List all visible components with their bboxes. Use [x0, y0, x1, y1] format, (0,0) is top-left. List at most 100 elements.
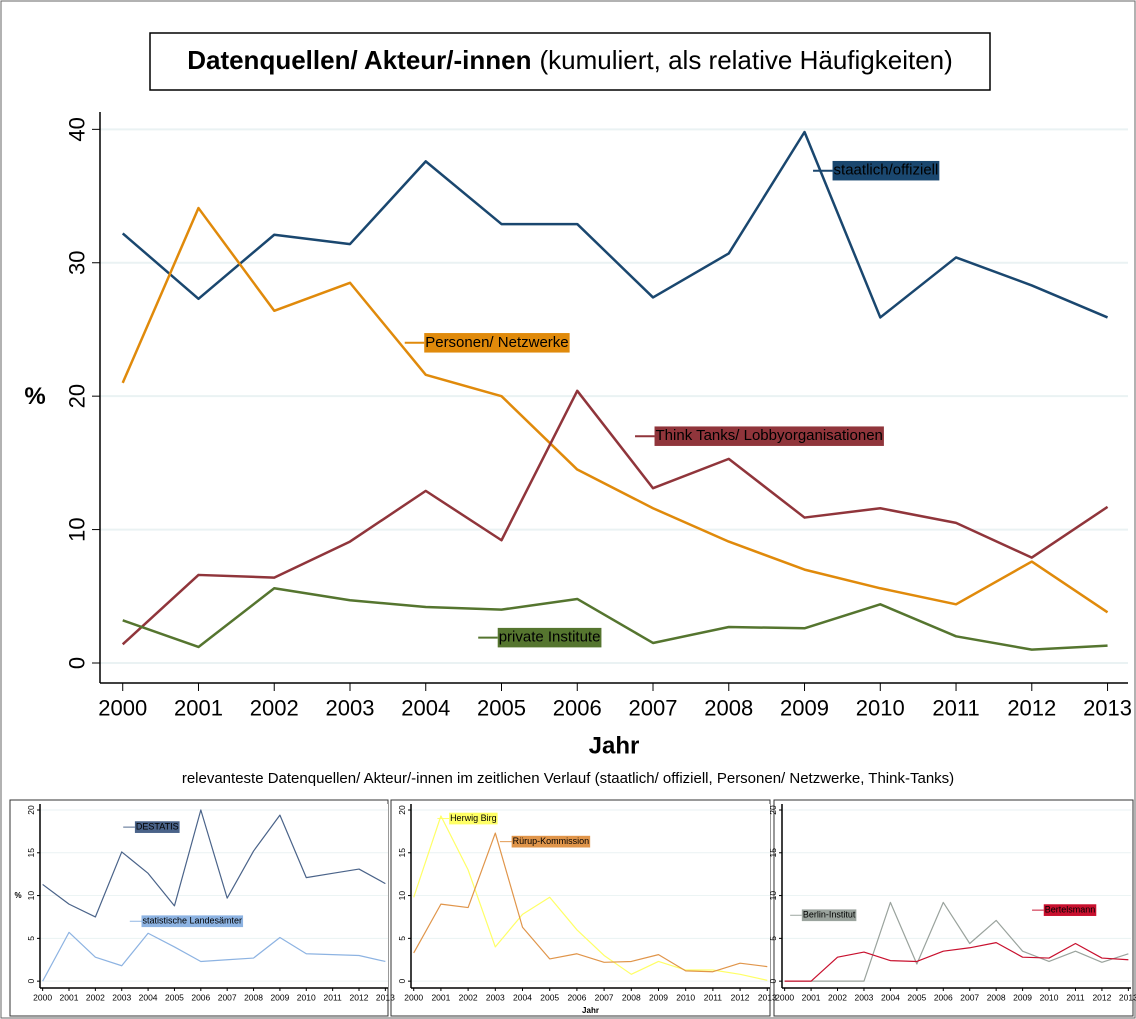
label-box [654, 426, 884, 446]
x-tick-label: 2011 [932, 696, 979, 721]
x-tick-label: 2005 [165, 992, 184, 1002]
series-label: Berlin-Institut [803, 910, 856, 920]
y-tick-label: 10 [65, 517, 90, 541]
series-line [121, 206, 1109, 614]
x-tick-label: 2004 [513, 992, 532, 1002]
label-box [1043, 904, 1097, 916]
label-box [424, 333, 570, 353]
x-tick-label: 2012 [350, 992, 369, 1002]
x-tick-label: 2012 [1092, 992, 1111, 1002]
title-sub: (kumuliert, als relative Häufigkeiten) [540, 45, 953, 75]
x-tick-label: 2009 [270, 992, 289, 1002]
x-tick-label: 2011 [323, 992, 342, 1002]
chart-title: Datenquellen/ Akteur/-innen (kumuliert, a… [187, 45, 953, 75]
x-tick-label: 2009 [780, 696, 829, 721]
x-tick-label: 2010 [856, 696, 905, 721]
title-box [149, 32, 991, 91]
y-tick-label: 30 [65, 251, 90, 275]
y-tick-label: 15 [397, 848, 407, 858]
y-tick-label: 5 [768, 936, 778, 941]
series-label: Rürup-Kommission [513, 836, 590, 846]
x-tick-label: 2000 [33, 992, 52, 1002]
series-line [121, 130, 1109, 319]
series-line [413, 815, 768, 981]
x-tick-label: 2001 [431, 992, 450, 1002]
series-line [784, 942, 1129, 982]
series-label: Bertelsmann [1045, 904, 1096, 914]
x-axis-label: Jahr [589, 732, 640, 759]
x-tick-label: 2004 [401, 696, 450, 721]
label-box [801, 909, 857, 922]
x-tick-label: 2006 [191, 992, 210, 1002]
y-tick-label: 20 [768, 805, 778, 815]
plot-area [100, 112, 1128, 683]
series-label: private Institute [499, 629, 601, 646]
x-tick-label: 2008 [987, 992, 1006, 1002]
x-tick-label: 2006 [553, 696, 602, 721]
y-tick-label: 0 [397, 979, 407, 984]
x-tick-label: 2007 [629, 696, 678, 721]
x-tick-label: 2006 [567, 992, 586, 1002]
y-tick-label: 20 [397, 805, 407, 815]
x-tick-label: 2009 [649, 992, 668, 1002]
series-label: Think Tanks/ Lobbyorganisationen [656, 427, 883, 444]
x-tick-label: 2012 [731, 992, 750, 1002]
x-tick-label: 2005 [540, 992, 559, 1002]
y-tick-label: 0 [768, 979, 778, 984]
y-tick-label: 5 [26, 936, 36, 941]
series-label: statistische Landesämter [143, 916, 243, 926]
series-line [784, 901, 1129, 982]
x-tick-label: 2007 [595, 992, 614, 1002]
series-line [121, 389, 1109, 646]
x-tick-label: 2013 [758, 992, 777, 1002]
label-box [449, 812, 498, 825]
x-tick-label: 2003 [855, 992, 874, 1002]
y-tick-label: 10 [397, 891, 407, 901]
x-tick-label: 2004 [881, 992, 900, 1002]
x-tick-label: 2007 [960, 992, 979, 1002]
x-tick-label: 2013 [1083, 696, 1132, 721]
x-tick-label: 2005 [477, 696, 526, 721]
x-tick-label: 2000 [98, 696, 147, 721]
x-tick-label: 2003 [326, 696, 375, 721]
series-line [42, 931, 386, 982]
x-tick-label: 2004 [139, 992, 158, 1002]
series-label: Personen/ Netzwerke [425, 334, 568, 351]
y-tick-label: 20 [65, 384, 90, 408]
x-tick-label: 2011 [1066, 992, 1085, 1002]
x-tick-label: 2010 [1040, 992, 1059, 1002]
caption: relevanteste Datenquellen/ Akteur/-innen… [182, 770, 954, 787]
x-tick-label: 2010 [297, 992, 316, 1002]
x-tick-label: 2010 [676, 992, 695, 1002]
x-tick-label: 2000 [404, 992, 423, 1002]
x-tick-label: 2003 [112, 992, 131, 1002]
label-box [832, 160, 940, 181]
x-tick-label: 2001 [802, 992, 821, 1002]
x-tick-label: 2002 [828, 992, 847, 1002]
y-tick-label: 10 [26, 891, 36, 901]
y-tick-label: 10 [768, 891, 778, 901]
x-tick-label: 2006 [934, 992, 953, 1002]
y-tick-label: 15 [26, 848, 36, 858]
y-axis-label: % [24, 383, 45, 410]
y-tick-label: 20 [26, 805, 36, 815]
series-label: Herwig Birg [450, 813, 497, 823]
label-box [134, 821, 180, 833]
panel-frame [773, 799, 1134, 1017]
y-tick-label: 0 [65, 657, 90, 669]
label-box [141, 915, 244, 928]
x-tick-label: 2011 [704, 992, 723, 1002]
y-axis-label: % [14, 891, 21, 900]
title-main: Datenquellen/ Akteur/-innen [187, 45, 531, 75]
x-tick-label: 2001 [174, 696, 223, 721]
x-tick-label: 2008 [704, 696, 753, 721]
x-tick-label: 2013 [376, 992, 395, 1002]
x-axis-label: Jahr [582, 1006, 599, 1015]
x-tick-label: 2000 [775, 992, 794, 1002]
y-tick-label: 40 [65, 117, 90, 141]
series-line [122, 587, 1108, 651]
series-line [413, 832, 768, 973]
x-tick-label: 2002 [86, 992, 105, 1002]
x-tick-label: 2001 [60, 992, 79, 1002]
